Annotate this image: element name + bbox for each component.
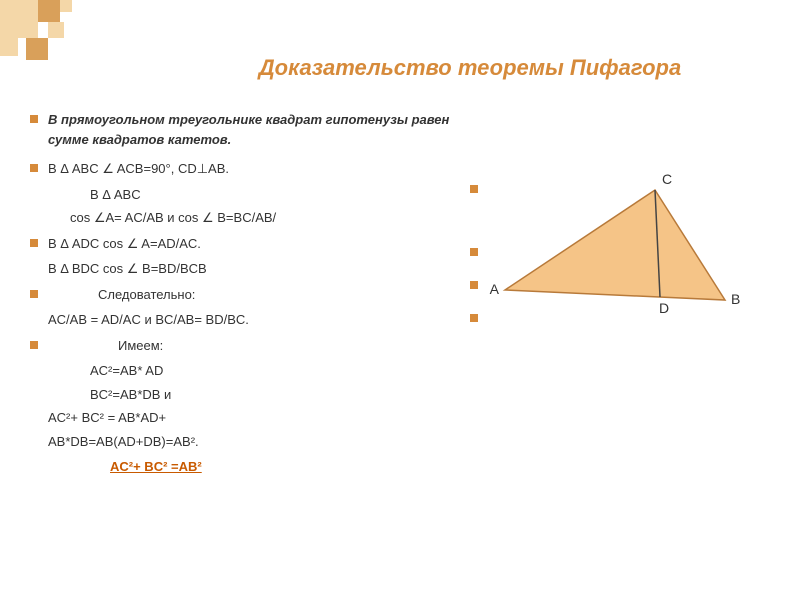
bullet-icon <box>30 239 38 247</box>
line-text: В Δ ADC cos ∠ A=AD/AC. <box>48 234 201 254</box>
line-text: cos ∠A= AC/AB и cos ∠ B=BC/AB/ <box>30 208 460 228</box>
vertex-label-d: D <box>659 300 669 316</box>
triangle-diagram: A B C D <box>480 160 760 360</box>
bullet-icon <box>470 248 478 256</box>
line-text: AC²+ BC² = AB*AD+ <box>30 408 460 428</box>
line-text: BC²=AB*DB и <box>30 385 460 405</box>
bullet-icon <box>470 281 478 289</box>
page-title: Доказательство теоремы Пифагора <box>160 55 780 81</box>
triangle-shape <box>505 190 725 300</box>
proof-line: В Δ ADC cos ∠ A=AD/AC. <box>30 234 460 254</box>
bullet-icon <box>30 290 38 298</box>
bullet-icon <box>470 314 478 322</box>
line-text: В Δ ABC ∠ ACB=90°, CD⊥AB. <box>48 159 229 179</box>
vertex-label-c: C <box>662 171 672 187</box>
bullet-icon <box>30 115 38 123</box>
proof-line: Имеем: <box>30 336 460 356</box>
vertex-label-b: B <box>731 291 740 307</box>
line-text: AC²=AB* AD <box>30 361 460 381</box>
proof-line: В Δ ABC ∠ ACB=90°, CD⊥AB. <box>30 159 460 179</box>
line-text: AB*DB=AB(AD+DB)=AB². <box>30 432 460 452</box>
line-text: В Δ ABC <box>30 185 460 205</box>
bullet-icon <box>470 185 478 193</box>
theorem-text: В прямоугольном треугольнике квадрат гип… <box>48 110 460 149</box>
proof-line: Следовательно: <box>30 285 460 305</box>
bullet-icon <box>30 341 38 349</box>
proof-content: В прямоугольном треугольнике квадрат гип… <box>30 110 460 477</box>
line-text: AC/AB = AD/AC и BC/AB= BD/BC. <box>30 310 460 330</box>
line-text: В Δ BDC cos ∠ B=BD/BCВ <box>30 259 460 279</box>
line-text: Следовательно: <box>48 285 195 305</box>
vertex-label-a: A <box>490 281 500 297</box>
bullet-icon <box>30 164 38 172</box>
final-result: AC²+ BC² =AB² <box>30 457 460 477</box>
line-text: Имеем: <box>48 336 163 356</box>
corner-decoration <box>0 0 120 80</box>
theorem-statement: В прямоугольном треугольнике квадрат гип… <box>30 110 460 149</box>
